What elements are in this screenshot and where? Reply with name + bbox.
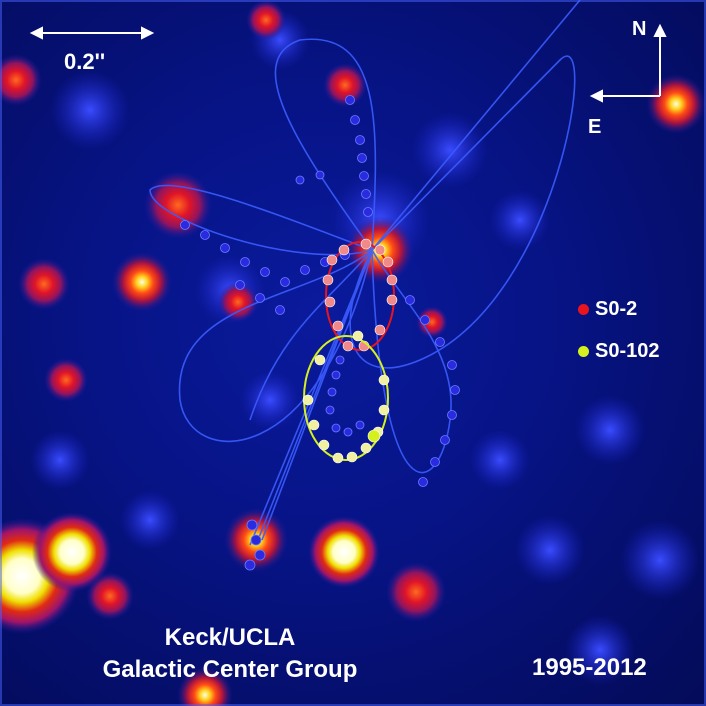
legend-label-s0-2: S0-2 [595, 298, 638, 320]
compass-arrows [589, 23, 667, 103]
legend-item-s0-2: S0-2 [578, 298, 637, 321]
north-label: N [632, 18, 647, 40]
credit-text: Keck/UCLA Galactic Center Group [40, 622, 420, 686]
legend-dot-s0-2 [578, 304, 589, 315]
legend-label-s0-102: S0-102 [595, 340, 660, 362]
east-label: E [588, 116, 602, 138]
scale-bar [29, 26, 155, 40]
legend-item-s0-102: S0-102 [578, 340, 660, 363]
s0-2-orbit [322, 238, 398, 352]
credit-line-2: Galactic Center Group [102, 656, 358, 683]
stellar-orbits [149, 0, 581, 546]
legend-dot-s0-102 [578, 346, 589, 357]
year-range: 1995-2012 [532, 654, 647, 681]
s0-102-orbit [302, 330, 390, 464]
credit-line-1: Keck/UCLA [164, 624, 296, 651]
scale-label: 0.2'' [64, 49, 106, 74]
orbit-points [180, 95, 460, 571]
